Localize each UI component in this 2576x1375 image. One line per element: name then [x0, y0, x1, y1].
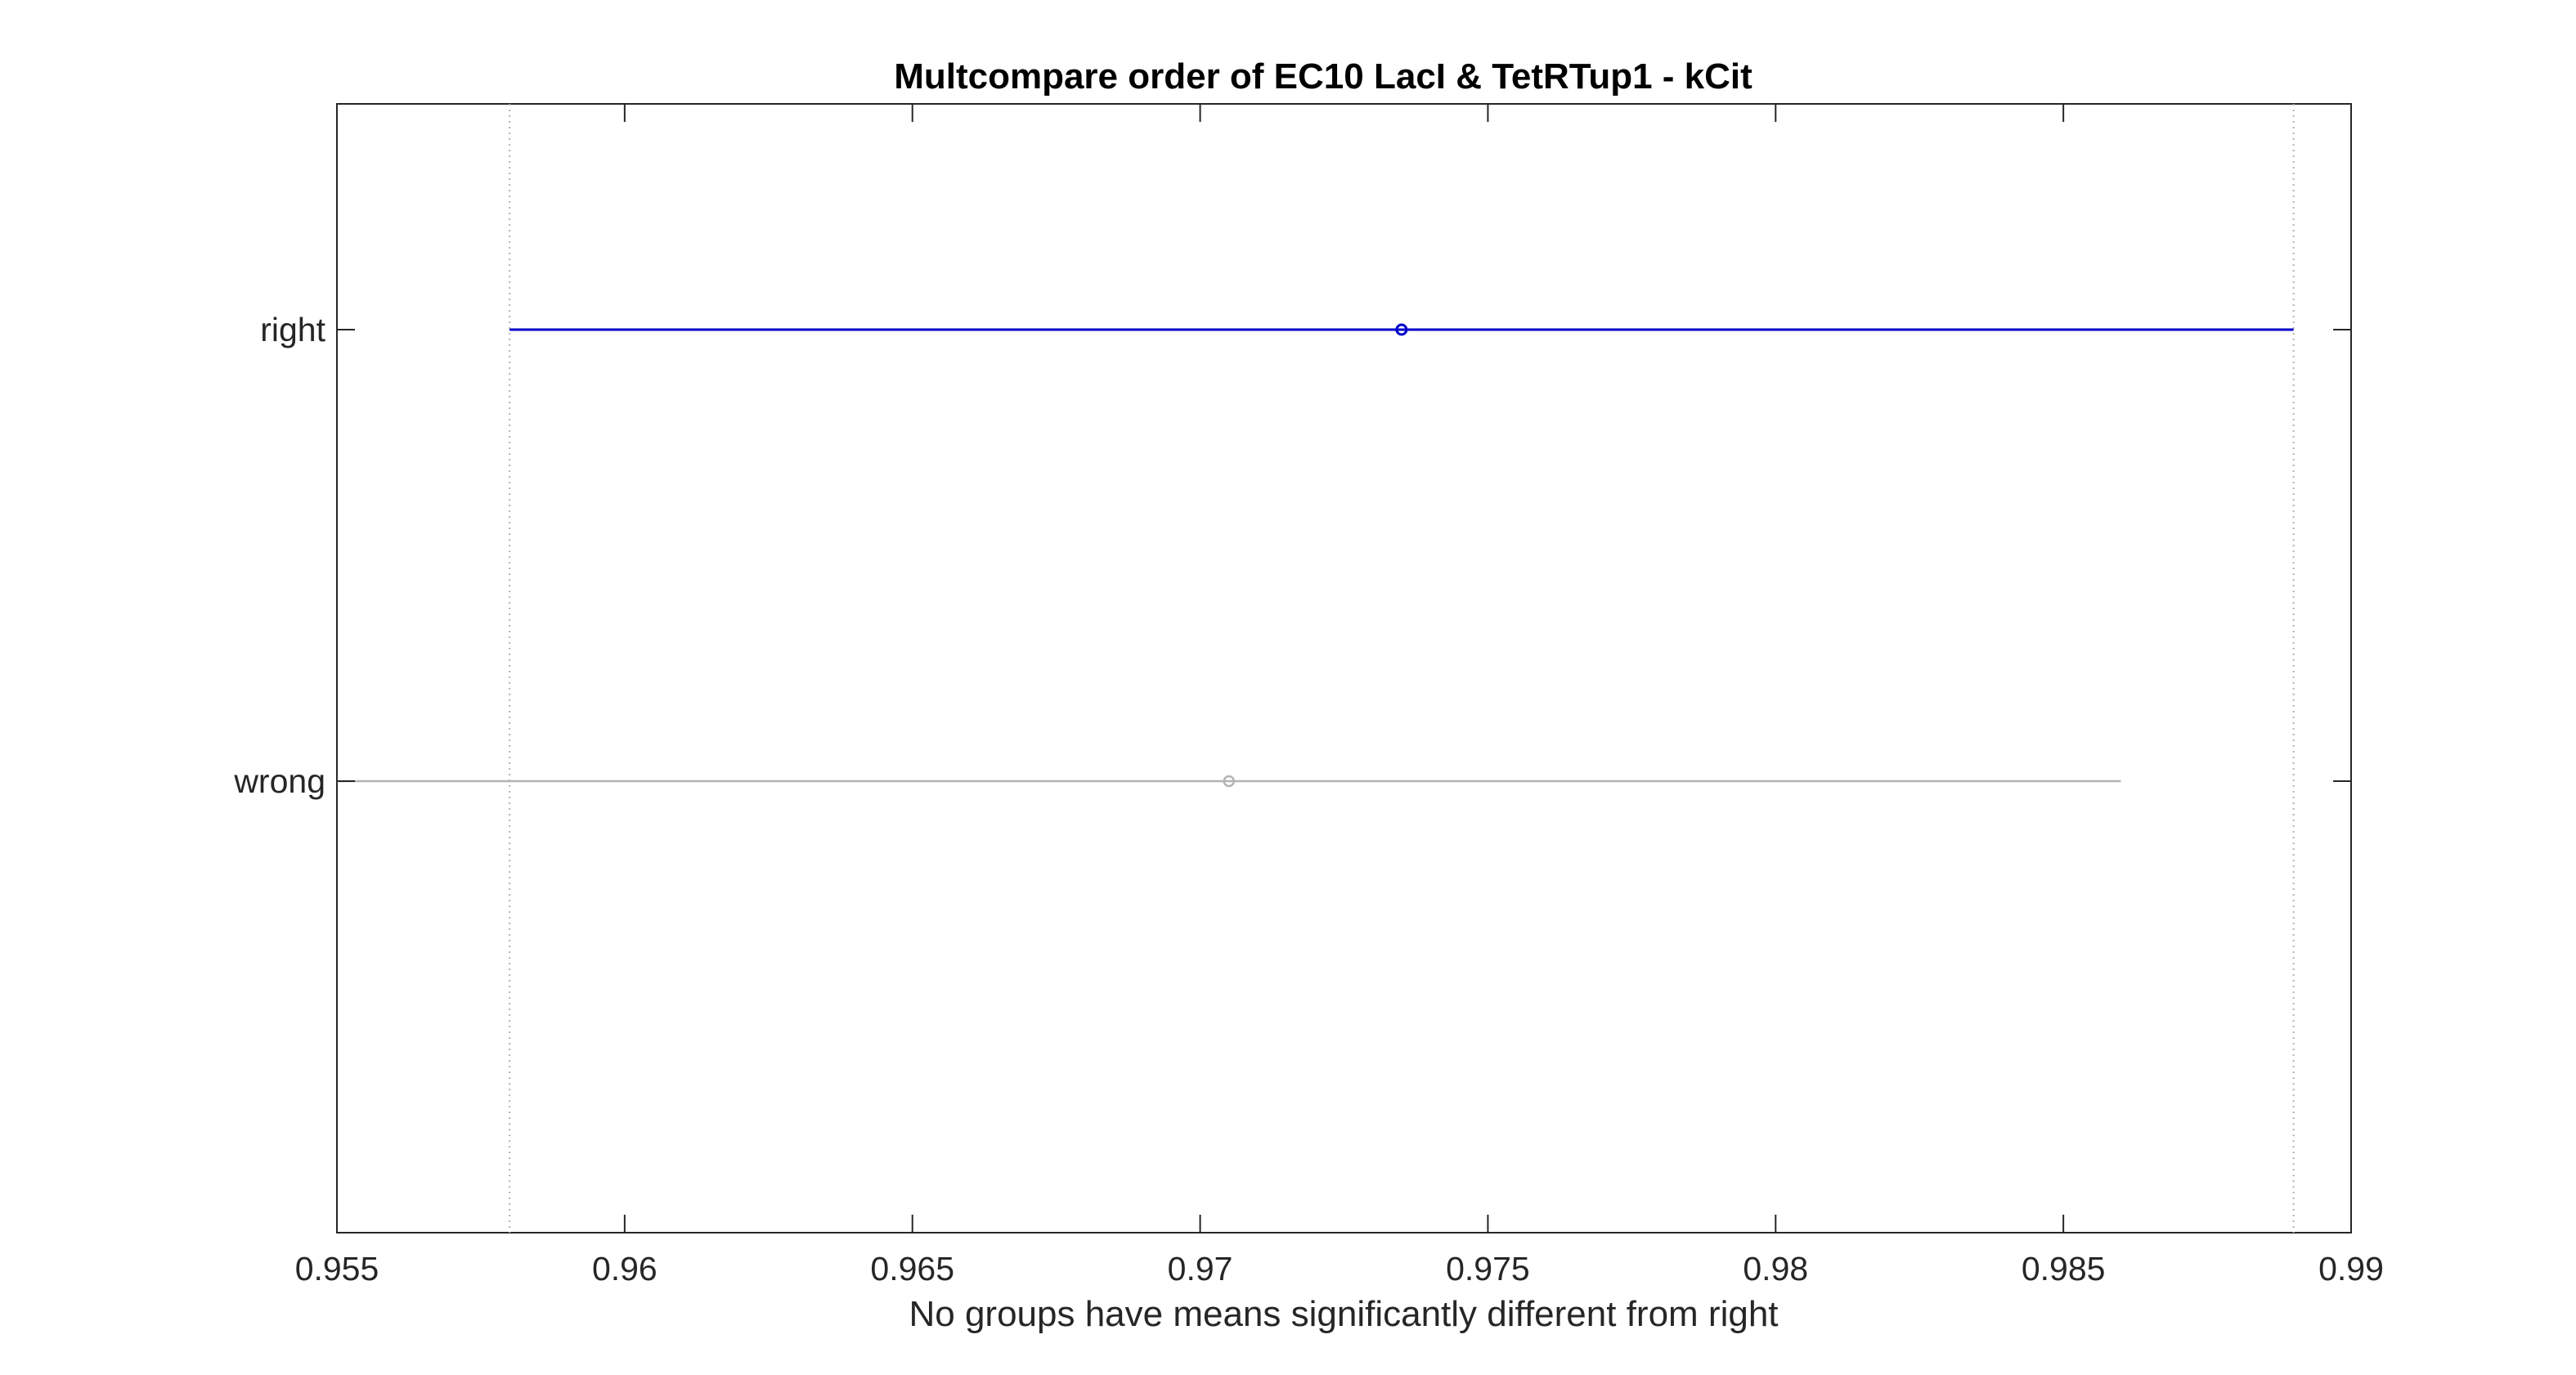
x-tick-label: 0.975 [1446, 1250, 1530, 1287]
y-tick-label-wrong: wrong [233, 762, 325, 800]
x-tick-label: 0.955 [295, 1250, 379, 1287]
plot-area [336, 103, 2352, 1233]
x-tick-label: 0.965 [870, 1250, 954, 1287]
x-tick-label: 0.96 [592, 1250, 657, 1287]
x-axis-label: No groups have means significantly diffe… [909, 1294, 1778, 1334]
x-tick-label: 0.98 [1743, 1250, 1808, 1287]
x-tick-label: 0.99 [2318, 1250, 2384, 1287]
x-tick-label: 0.97 [1168, 1250, 1233, 1287]
mean-marker-right[interactable] [1395, 323, 1408, 336]
x-tick-label: 0.985 [2022, 1250, 2106, 1287]
mean-marker-wrong[interactable] [1223, 775, 1236, 788]
y-tick-label-right: right [260, 311, 325, 348]
chart-title: Multcompare order of EC10 LacI & TetRTup… [894, 56, 1752, 97]
